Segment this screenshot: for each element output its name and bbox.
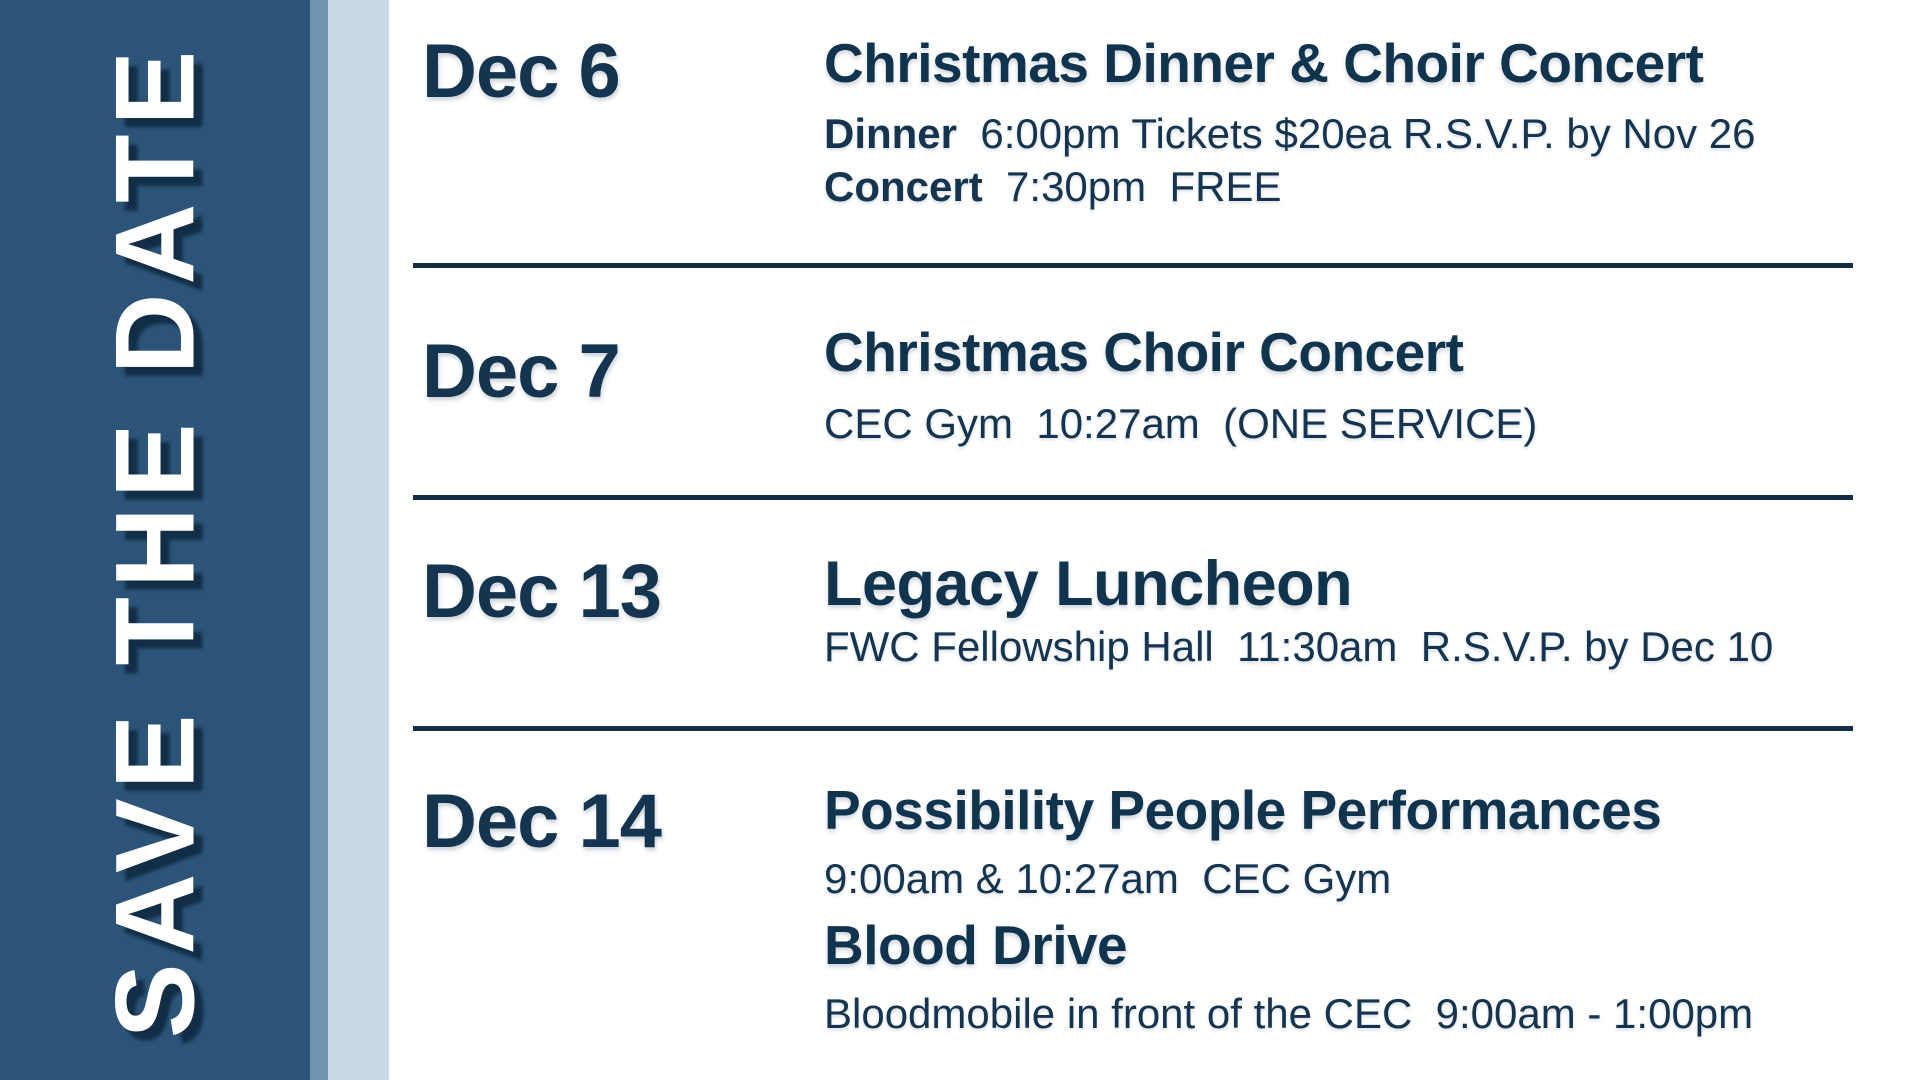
detail-text: Bloodmobile in front of the CEC 9:00am -…: [824, 990, 1754, 1037]
event-detail-line: Bloodmobile in front of the CEC 9:00am -…: [824, 990, 1753, 1038]
event-subtitle: Blood Drive: [824, 914, 1128, 976]
event-date: Dec 14: [422, 779, 662, 864]
event-date: Dec 6: [422, 29, 621, 114]
event-date: Dec 7: [422, 329, 621, 414]
event-detail-line: Dinner 6:00pm Tickets $20ea R.S.V.P. by …: [824, 110, 1756, 158]
row-divider: [413, 495, 1853, 500]
detail-text: 7:30pm FREE: [982, 163, 1282, 210]
banner-panel: SAVE THE DATE: [0, 0, 310, 1080]
event-title: Legacy Luncheon: [824, 549, 1353, 619]
event-detail-line: Concert 7:30pm FREE: [824, 163, 1281, 211]
detail-label: Concert: [824, 163, 983, 210]
event-title: Possibility People Performances: [824, 779, 1662, 841]
event-detail-line: FWC Fellowship Hall 11:30am R.S.V.P. by …: [824, 623, 1773, 671]
detail-text: 6:00pm Tickets $20ea R.S.V.P. by Nov 26: [957, 110, 1756, 157]
event-detail-line: 9:00am & 10:27am CEC Gym: [824, 855, 1391, 903]
detail-text: FWC Fellowship Hall 11:30am R.S.V.P. by …: [824, 623, 1774, 670]
row-divider: [413, 726, 1853, 731]
banner-title: SAVE THE DATE: [92, 41, 218, 1039]
accent-stripe-medium: [310, 0, 328, 1080]
event-detail-line: CEC Gym 10:27am (ONE SERVICE): [824, 400, 1537, 448]
event-date: Dec 13: [422, 549, 662, 634]
accent-stripe-light: [328, 0, 389, 1080]
event-title: Christmas Choir Concert: [824, 321, 1464, 383]
row-divider: [413, 263, 1853, 268]
detail-text: 9:00am & 10:27am CEC Gym: [824, 855, 1392, 902]
event-title: Christmas Dinner & Choir Concert: [824, 32, 1704, 94]
detail-text: CEC Gym 10:27am (ONE SERVICE): [824, 400, 1538, 447]
detail-label: Dinner: [824, 110, 958, 157]
